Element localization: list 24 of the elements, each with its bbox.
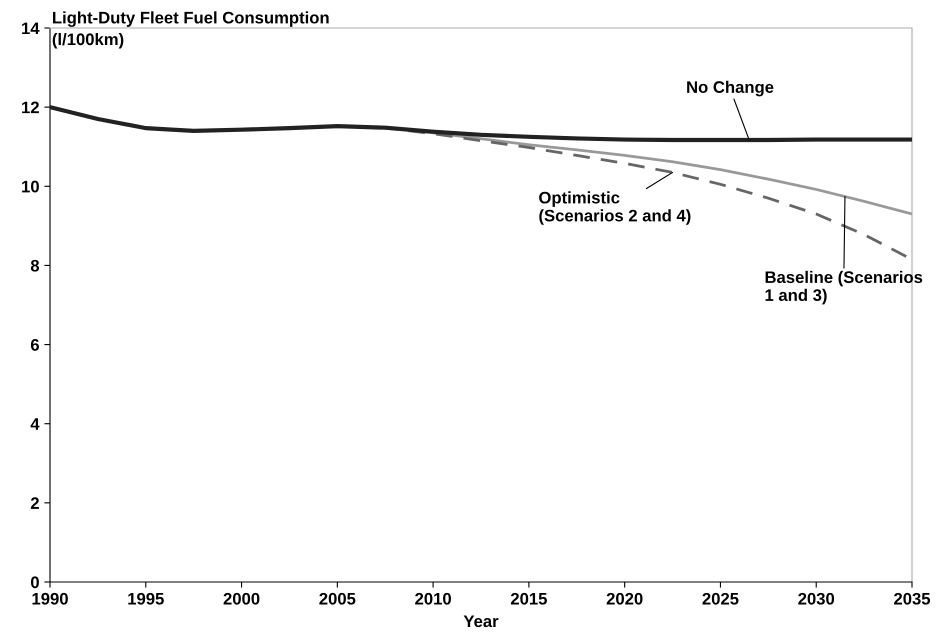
x-tick-label: 2000 [224,592,260,605]
y-tick-label: 6 [30,338,39,351]
x-tick-label: 2005 [319,592,356,605]
line-series [50,105,912,142]
y-axis-title: Light-Duty Fleet Fuel Consumption (l/100km) [52,11,329,48]
x-tick-label: 2010 [415,592,451,605]
y-tick-label: 14 [22,22,40,34]
x-tick-label: 1995 [128,592,164,605]
x-tick-label: 2030 [798,592,834,605]
x-tick-label: 2015 [510,592,547,605]
y-tick-label: 12 [22,102,39,114]
x-axis-title: Year [464,616,498,628]
x-tick-label: 2020 [606,592,643,605]
y-tick-label: 0 [30,576,39,588]
series-label: Optimistic (Scenarios 2 and 4) [539,191,690,225]
y-tick-label: 8 [30,260,40,272]
x-tick-label: 2035 [894,592,930,605]
x-tick-label: 1990 [32,592,68,605]
y-tick-label: 2 [30,497,39,509]
text: Baseline (Scenarios 1 and 3) [766,270,922,304]
x-tick-label: 2025 [702,592,739,605]
text: No Change [687,80,774,96]
y-tick-label: 4 [30,418,40,430]
y-tick-label: 10 [22,180,39,192]
